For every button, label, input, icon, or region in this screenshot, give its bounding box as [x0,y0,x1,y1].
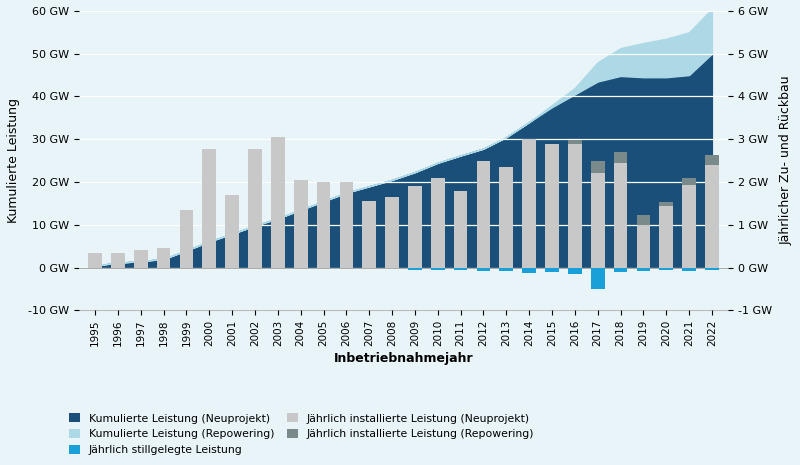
Bar [157,248,170,267]
Bar [568,267,582,274]
Bar [111,252,125,267]
Legend: Kumulierte Leistung (Neuprojekt), Kumulierte Leistung (Repowering), Jährlich sti: Kumulierte Leistung (Neuprojekt), Kumuli… [70,413,534,455]
Bar [134,251,148,267]
Bar [637,225,650,267]
X-axis label: Inbetriebnahmejahr: Inbetriebnahmejahr [334,352,474,365]
Bar [659,267,673,270]
Bar [271,137,285,267]
Bar [226,195,239,267]
Bar [591,267,605,289]
Bar [682,267,696,271]
Bar [180,210,194,267]
Bar [454,267,467,270]
Bar [522,139,536,267]
Bar [499,167,513,267]
Bar [202,149,216,267]
Bar [614,152,627,163]
Bar [659,206,673,267]
Bar [408,267,422,270]
Bar [339,182,354,267]
Y-axis label: Jährlicher Zu- und Rückbau: Jährlicher Zu- und Rückbau [780,76,793,246]
Bar [88,252,102,267]
Bar [591,173,605,267]
Bar [614,267,627,272]
Bar [705,165,718,267]
Bar [568,140,582,144]
Bar [659,202,673,206]
Bar [386,197,399,267]
Bar [499,267,513,271]
Bar [294,180,307,267]
Bar [637,215,650,225]
Bar [545,144,559,267]
Bar [545,267,559,272]
Bar [248,149,262,267]
Bar [477,267,490,271]
Bar [682,186,696,267]
Bar [705,155,718,165]
Bar [454,191,467,267]
Y-axis label: Kumulierte Leistung: Kumulierte Leistung [7,98,20,223]
Bar [682,178,696,186]
Bar [522,267,536,272]
Bar [637,267,650,271]
Bar [431,267,445,270]
Bar [408,186,422,267]
Bar [614,163,627,267]
Bar [568,144,582,267]
Bar [362,201,376,267]
Bar [317,182,330,267]
Bar [431,178,445,267]
Bar [705,267,718,270]
Bar [477,160,490,267]
Bar [591,160,605,173]
